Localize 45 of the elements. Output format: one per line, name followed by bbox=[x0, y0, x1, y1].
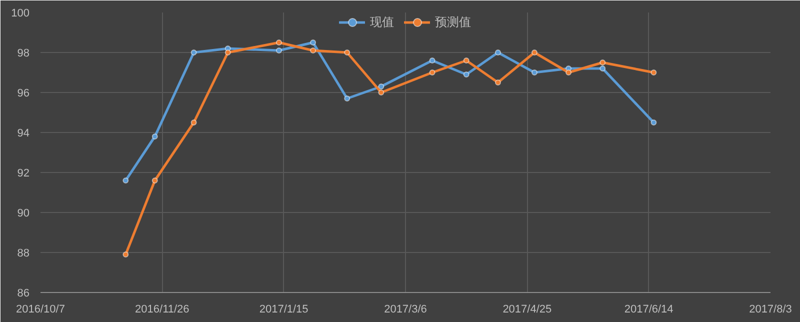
point bbox=[566, 70, 572, 76]
y-tick-label: 90 bbox=[17, 208, 30, 220]
point bbox=[190, 120, 197, 126]
x-tick-label: 2017/8/3 bbox=[749, 304, 792, 316]
legend-label: 现值 bbox=[370, 14, 394, 30]
y-tick-label: 88 bbox=[17, 248, 30, 260]
point bbox=[463, 58, 470, 64]
x-tick-label: 2017/4/25 bbox=[502, 304, 552, 316]
y-tick-label: 86 bbox=[17, 288, 30, 300]
y-tick-label: 98 bbox=[17, 48, 30, 60]
point bbox=[429, 58, 436, 64]
point bbox=[650, 70, 657, 76]
point bbox=[344, 50, 350, 56]
point bbox=[310, 48, 316, 54]
x-tick-label: 2017/1/15 bbox=[259, 304, 308, 316]
point bbox=[600, 66, 606, 72]
point bbox=[378, 84, 384, 90]
point bbox=[650, 120, 657, 126]
point bbox=[600, 60, 606, 66]
point bbox=[224, 50, 231, 56]
point bbox=[531, 70, 538, 76]
point bbox=[463, 72, 470, 78]
y-tick-label: 92 bbox=[17, 168, 30, 180]
y-tick-label: 94 bbox=[17, 128, 30, 140]
point bbox=[190, 50, 197, 56]
point bbox=[378, 90, 384, 96]
point bbox=[122, 178, 129, 184]
x-tick-label: 2016/10/7 bbox=[16, 304, 65, 316]
y-tick-label: 100 bbox=[11, 8, 30, 20]
point bbox=[152, 178, 158, 184]
x-tick-label: 2017/3/6 bbox=[384, 304, 427, 316]
point bbox=[310, 40, 316, 46]
point bbox=[494, 80, 501, 86]
point bbox=[494, 50, 501, 56]
x-tick-label: 2016/11/26 bbox=[135, 304, 190, 316]
point bbox=[276, 48, 282, 54]
point bbox=[531, 50, 538, 56]
point bbox=[429, 70, 436, 76]
y-tick-label: 96 bbox=[17, 88, 30, 100]
legend-label: 预测值 bbox=[435, 14, 471, 30]
x-tick-label: 2017/6/14 bbox=[624, 304, 674, 316]
point bbox=[344, 96, 350, 102]
point bbox=[122, 252, 129, 258]
point bbox=[152, 134, 158, 140]
point bbox=[276, 40, 282, 46]
